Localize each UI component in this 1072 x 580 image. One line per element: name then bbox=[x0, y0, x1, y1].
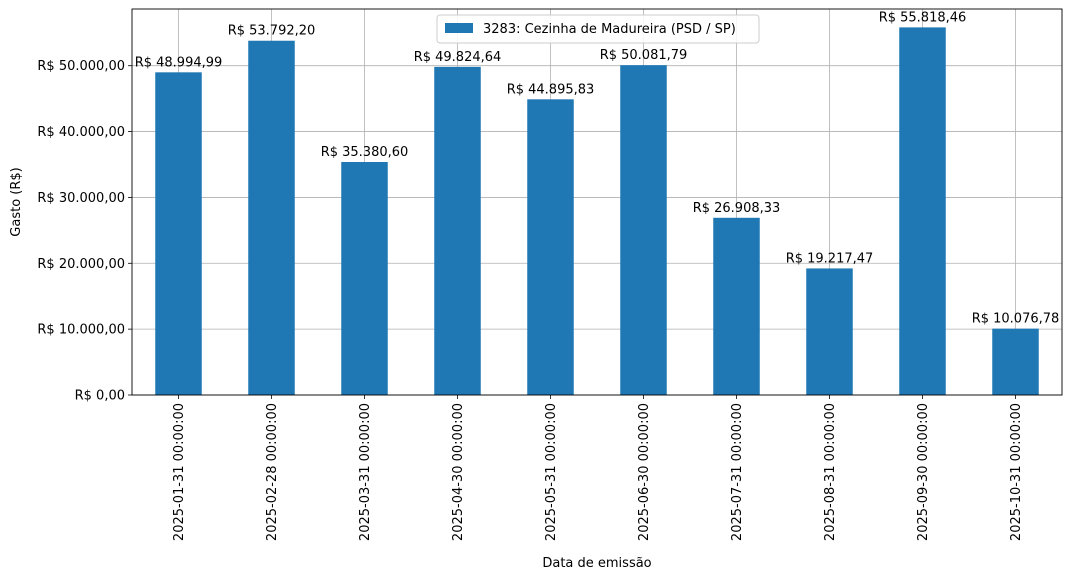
bar-value-label: R$ 35.380,60 bbox=[321, 145, 409, 160]
bar-value-label: R$ 48.994,99 bbox=[135, 55, 223, 70]
bar-value-label: R$ 10.076,78 bbox=[972, 312, 1060, 327]
y-axis-label: Gasto (R$) bbox=[9, 167, 24, 236]
bar-value-label: R$ 19.217,47 bbox=[786, 251, 874, 266]
data-labels: R$ 48.994,99 R$ 53.792,20 R$ 35.380,60 R$ 4… bbox=[135, 10, 1060, 326]
y-tick-label: R$ 30.000,00 bbox=[37, 191, 125, 206]
plot-frame bbox=[131, 8, 1063, 396]
x-tick-label: 2025-05-31 00:00:00 bbox=[544, 403, 559, 541]
bar bbox=[620, 65, 667, 396]
bar bbox=[713, 217, 760, 395]
bar bbox=[434, 66, 481, 396]
y-tick-label: R$ 50.000,00 bbox=[37, 59, 125, 74]
x-tick-label: 2025-04-30 00:00:00 bbox=[451, 403, 466, 541]
bars bbox=[155, 27, 1039, 396]
bar-value-label: R$ 49.824,64 bbox=[414, 50, 502, 65]
x-tick-label: 2025-01-31 00:00:00 bbox=[172, 403, 187, 541]
legend-label: 3283: Cezinha de Madureira (PSD / SP) bbox=[483, 22, 736, 37]
x-axis-label: Data de emissão bbox=[542, 556, 651, 571]
legend: 3283: Cezinha de Madureira (PSD / SP) bbox=[436, 14, 760, 44]
x-tick-label: 2025-08-31 00:00:00 bbox=[823, 403, 838, 541]
x-tick-label: 2025-10-31 00:00:00 bbox=[1009, 403, 1024, 541]
bar-value-label: R$ 53.792,20 bbox=[228, 24, 316, 39]
y-axis: R$ 0,00 R$ 10.000,00 R$ 20.000,00 R$ 30.000… bbox=[37, 59, 132, 404]
bar-value-label: R$ 44.895,83 bbox=[507, 82, 595, 97]
bar bbox=[899, 27, 946, 395]
bar-value-label: R$ 26.908,33 bbox=[693, 201, 781, 216]
x-tick-label: 2025-07-31 00:00:00 bbox=[730, 403, 745, 541]
bar bbox=[155, 72, 202, 396]
x-tick-label: 2025-02-28 00:00:00 bbox=[265, 403, 280, 541]
legend-box bbox=[436, 14, 760, 44]
y-tick-label: R$ 0,00 bbox=[75, 389, 125, 404]
x-tick-label: 2025-06-30 00:00:00 bbox=[637, 403, 652, 541]
legend-swatch bbox=[445, 23, 473, 33]
bar bbox=[806, 268, 853, 395]
x-tick-label: 2025-03-31 00:00:00 bbox=[358, 403, 373, 541]
y-tick-label: R$ 10.000,00 bbox=[37, 323, 125, 338]
x-axis: 2025-01-31 00:00:00 2025-02-28 00:00:00 20… bbox=[172, 395, 1024, 541]
bar bbox=[527, 99, 574, 395]
x-tick-label: 2025-09-30 00:00:00 bbox=[916, 403, 931, 541]
bar-value-label: R$ 55.818,46 bbox=[879, 10, 967, 25]
y-tick-label: R$ 20.000,00 bbox=[37, 257, 125, 272]
y-tick-label: R$ 40.000,00 bbox=[37, 125, 125, 140]
bar bbox=[248, 40, 295, 395]
bar bbox=[341, 161, 388, 395]
bar-value-label: R$ 50.081,79 bbox=[600, 48, 688, 63]
bar bbox=[992, 328, 1039, 395]
